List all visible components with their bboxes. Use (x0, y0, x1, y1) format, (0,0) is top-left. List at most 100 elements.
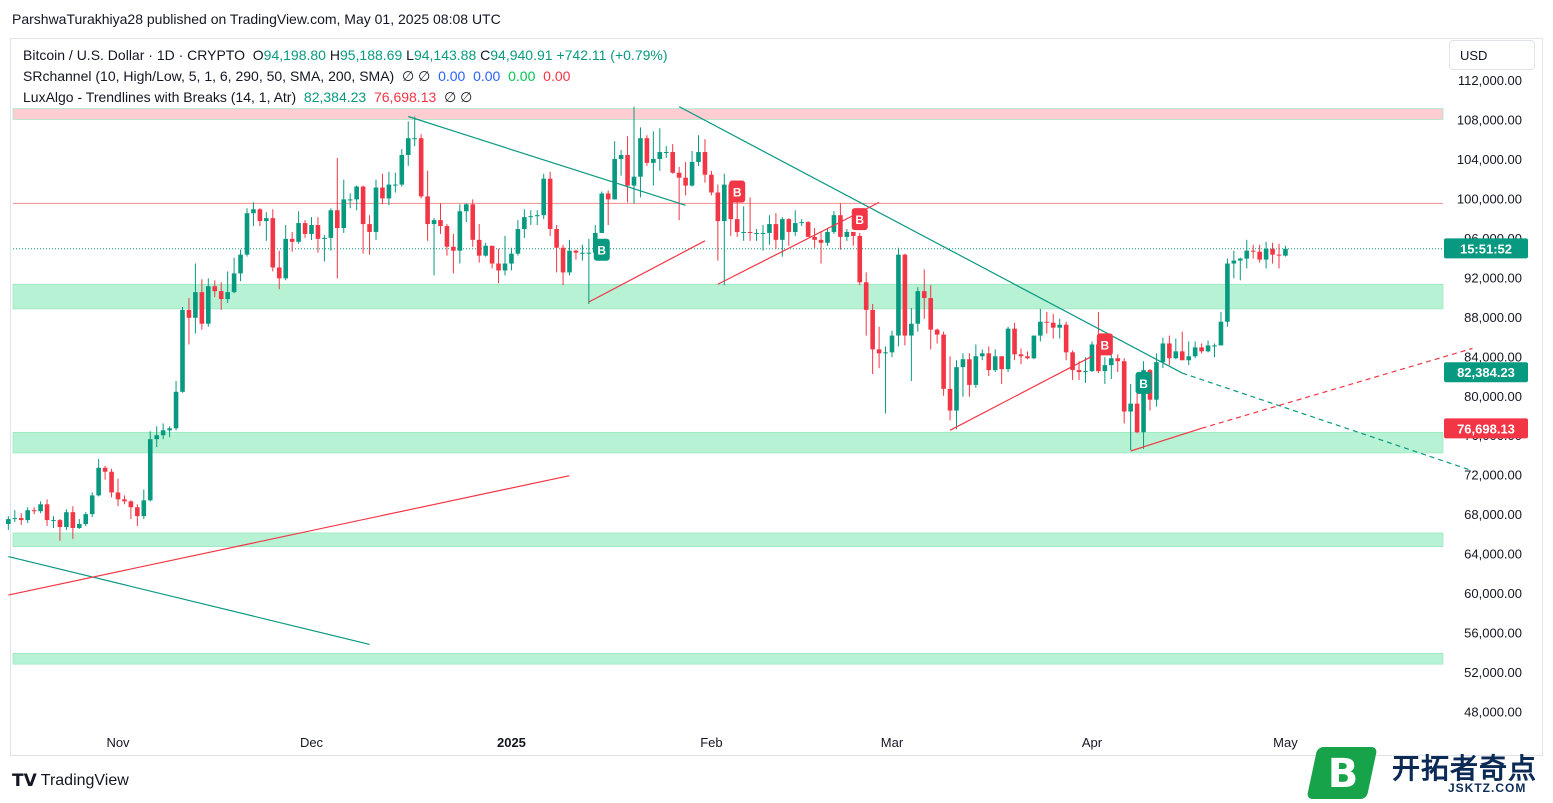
candle (670, 144, 675, 174)
break-signal: B (593, 238, 610, 261)
candle (915, 287, 921, 332)
candle (167, 426, 172, 438)
trendline (1130, 427, 1202, 452)
break-signal-label: B (1139, 377, 1148, 391)
candle (909, 307, 914, 381)
candle-body (1160, 343, 1166, 363)
time-tick-label: Nov (106, 735, 130, 750)
candle-body (560, 247, 566, 273)
candle (773, 213, 779, 249)
candle (625, 136, 630, 203)
candle-body (276, 267, 282, 279)
candle-body (999, 356, 1004, 370)
watermark-url: JSKTZ.COM (1448, 781, 1527, 795)
trendline-extension (1201, 347, 1473, 429)
trendline (8, 556, 370, 645)
candle (1257, 244, 1262, 263)
candle-body (915, 291, 921, 324)
candle-body (180, 309, 185, 392)
candle (367, 215, 372, 255)
candle-body (1031, 335, 1037, 359)
candle (1018, 348, 1024, 365)
price-tick-label: 60,000.00 (1464, 586, 1522, 601)
candle-body (786, 219, 792, 232)
candle-body (193, 292, 198, 318)
price-tick-label: 100,000.00 (1457, 191, 1522, 206)
candle-body (883, 352, 888, 354)
candle-body (425, 196, 430, 225)
candle (760, 225, 766, 251)
candle-body (734, 219, 740, 232)
candle (709, 170, 714, 196)
candle-body (515, 228, 521, 254)
candle-body (283, 238, 288, 279)
candle (631, 106, 637, 204)
indicator-srchannel[interactable]: SRchannel (10, High/Low, 5, 1, 6, 290, 5… (23, 66, 668, 87)
candle-body (754, 232, 759, 234)
luxalgo-name: LuxAlgo - Trendlines with Breaks (14, 1,… (23, 89, 297, 105)
candle-body (980, 353, 985, 357)
price-axis-label: 15:51:52 (1444, 238, 1528, 259)
candle-body (44, 504, 50, 521)
candle (64, 509, 69, 530)
candle (560, 244, 566, 286)
candle-body (89, 495, 95, 515)
candle-body (960, 359, 966, 368)
candle-body (644, 138, 650, 163)
candle-body (805, 222, 811, 237)
candle-body (393, 184, 398, 186)
candle-body (147, 439, 153, 501)
price-tick-label: 68,000.00 (1464, 507, 1522, 522)
candle-body (399, 154, 405, 185)
candle (876, 326, 882, 369)
tradingview-logo-icon: 𝗧𝗩 (12, 771, 37, 790)
candle-body (992, 356, 998, 371)
break-signal-label: B (597, 244, 606, 258)
candle (1128, 383, 1133, 451)
break-signals: B B B B B (593, 180, 1152, 394)
candle (683, 161, 688, 196)
watermark-title: 开拓者奇点 (1392, 753, 1538, 784)
candle (335, 157, 340, 279)
time-axis: Nov Dec 2025 Feb Mar Apr May (106, 735, 1298, 750)
candle (412, 116, 417, 147)
candle (960, 353, 966, 397)
candle (96, 458, 101, 497)
price-tick-label: 56,000.00 (1464, 626, 1522, 641)
candle (1238, 257, 1243, 281)
candle-body (1192, 347, 1198, 357)
break-signal-box (1096, 333, 1113, 356)
break-signal-label: B (1101, 338, 1110, 352)
candle (522, 209, 527, 238)
candle (509, 247, 514, 271)
candle (1134, 387, 1140, 434)
candle (612, 141, 617, 200)
candle (896, 247, 901, 347)
candle (283, 225, 288, 281)
candle (967, 353, 972, 397)
candle-body (289, 238, 295, 242)
tradingview-logo[interactable]: 𝗧𝗩 TradingView (12, 771, 129, 791)
candle-body (173, 391, 179, 429)
price-labels: 15:51:52 82,384.23 76,698.13 (1444, 238, 1528, 439)
candle-body (670, 152, 675, 173)
currency-button[interactable]: USD (1449, 40, 1535, 70)
candle-body (657, 152, 663, 159)
candle (31, 507, 37, 515)
candle (1057, 318, 1062, 339)
candle (702, 139, 708, 183)
candle (1025, 351, 1030, 360)
candle-body (1263, 248, 1269, 260)
candle (470, 199, 476, 247)
indicator-luxalgo[interactable]: LuxAlgo - Trendlines with Breaks (14, 1,… (23, 87, 668, 108)
price-axis-label-text: 82,384.23 (1457, 365, 1515, 380)
candle (57, 519, 63, 541)
candle (347, 193, 353, 209)
price-axis-label-text: 76,698.13 (1457, 421, 1515, 436)
candle (160, 423, 166, 440)
break-signal: B (851, 208, 868, 231)
candle-body (702, 152, 708, 175)
candle (1121, 358, 1127, 424)
candle-body (418, 138, 424, 197)
